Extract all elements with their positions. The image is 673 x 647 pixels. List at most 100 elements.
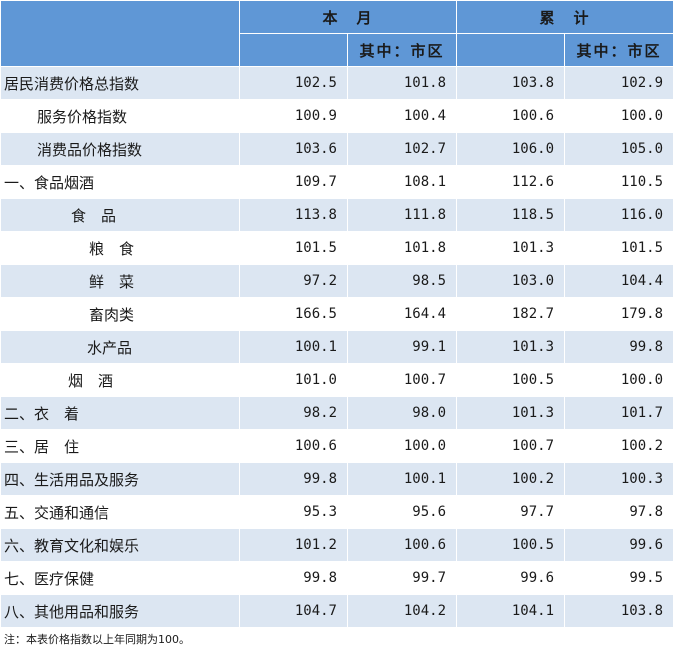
cell-cumulative-urban: 103.8 — [564, 594, 673, 628]
row-label: 一、食品烟酒 — [0, 165, 240, 199]
table-row: 七、医疗保健 99.8 99.7 99.6 99.5 — [0, 561, 673, 595]
cell-cumulative: 101.3 — [456, 231, 566, 265]
cell-month-urban: 102.7 — [346, 132, 458, 166]
row-label: 食 品 — [0, 198, 240, 232]
cell-month: 109.7 — [239, 165, 348, 199]
table-row: 八、其他用品和服务 104.7 104.2 104.1 103.8 — [0, 594, 673, 628]
header-cumulative-urban: 其中：市区 — [564, 33, 673, 67]
header-cumulative-blank — [456, 33, 566, 67]
cell-cumulative: 101.3 — [456, 330, 566, 364]
cell-cumulative: 100.7 — [456, 429, 566, 463]
cell-month-urban: 99.1 — [346, 330, 458, 364]
header-cumulative: 累 计 — [456, 0, 673, 34]
table-row: 服务价格指数 100.9 100.4 100.6 100.0 — [0, 99, 673, 133]
cell-cumulative-urban: 100.2 — [564, 429, 673, 463]
cell-cumulative-urban: 101.5 — [564, 231, 673, 265]
table-row: 畜肉类 166.5 164.4 182.7 179.8 — [0, 297, 673, 331]
cell-cumulative: 101.3 — [456, 396, 566, 430]
cell-month-urban: 101.8 — [346, 231, 458, 265]
cell-month: 97.2 — [239, 264, 348, 298]
cell-month: 99.8 — [239, 561, 348, 595]
cell-cumulative: 97.7 — [456, 495, 566, 529]
cell-month-urban: 100.7 — [346, 363, 458, 397]
cell-cumulative-urban: 179.8 — [564, 297, 673, 331]
cell-cumulative: 100.5 — [456, 363, 566, 397]
cell-month-urban: 95.6 — [346, 495, 458, 529]
row-label: 服务价格指数 — [0, 99, 240, 133]
table-row: 四、生活用品及服务 99.8 100.1 100.2 100.3 — [0, 462, 673, 496]
cell-cumulative-urban: 97.8 — [564, 495, 673, 529]
header-month-urban: 其中：市区 — [346, 33, 458, 67]
cell-cumulative-urban: 100.0 — [564, 99, 673, 133]
row-label: 三、居 住 — [0, 429, 240, 463]
header-month: 本 月 — [238, 0, 458, 34]
cell-cumulative: 100.6 — [456, 99, 566, 133]
cell-cumulative: 106.0 — [456, 132, 566, 166]
cell-month-urban: 100.6 — [346, 528, 458, 562]
cell-month: 100.1 — [239, 330, 348, 364]
row-label: 鲜 菜 — [0, 264, 240, 298]
table-row: 粮 食 101.5 101.8 101.3 101.5 — [0, 231, 673, 265]
cell-cumulative: 104.1 — [456, 594, 566, 628]
row-label: 六、教育文化和娱乐 — [0, 528, 240, 562]
cell-cumulative: 99.6 — [456, 561, 566, 595]
cell-month: 101.2 — [239, 528, 348, 562]
row-label: 烟 酒 — [0, 363, 240, 397]
row-label: 消费品价格指数 — [0, 132, 240, 166]
cell-month: 99.8 — [239, 462, 348, 496]
table-row: 居民消费价格总指数 102.5 101.8 103.8 102.9 — [0, 66, 673, 100]
cell-month-urban: 99.7 — [346, 561, 458, 595]
table-row: 食 品 113.8 111.8 118.5 116.0 — [0, 198, 673, 232]
cell-cumulative: 103.0 — [456, 264, 566, 298]
cell-month: 101.0 — [239, 363, 348, 397]
cell-month: 103.6 — [239, 132, 348, 166]
cell-month-urban: 101.8 — [346, 66, 458, 100]
cell-month: 95.3 — [239, 495, 348, 529]
row-label: 二、衣 着 — [0, 396, 240, 430]
cell-month: 102.5 — [239, 66, 348, 100]
cell-cumulative-urban: 105.0 — [564, 132, 673, 166]
row-label: 五、交通和通信 — [0, 495, 240, 529]
cell-month-urban: 98.5 — [346, 264, 458, 298]
table-row: 鲜 菜 97.2 98.5 103.0 104.4 — [0, 264, 673, 298]
cell-month-urban: 108.1 — [346, 165, 458, 199]
cpi-table: 本 月 累 计 其中：市区 其中：市区 居民消费价格总指数 102.5 101.… — [0, 0, 673, 628]
cell-cumulative-urban: 99.8 — [564, 330, 673, 364]
table-row: 烟 酒 101.0 100.7 100.5 100.0 — [0, 363, 673, 397]
cell-cumulative: 118.5 — [456, 198, 566, 232]
table-header: 本 月 累 计 其中：市区 其中：市区 — [0, 0, 673, 67]
cell-cumulative: 100.5 — [456, 528, 566, 562]
header-month-blank — [239, 33, 348, 67]
cell-month: 98.2 — [239, 396, 348, 430]
table-row: 消费品价格指数 103.6 102.7 106.0 105.0 — [0, 132, 673, 166]
cell-cumulative-urban: 104.4 — [564, 264, 673, 298]
cell-month: 100.6 — [239, 429, 348, 463]
table-row: 三、居 住 100.6 100.0 100.7 100.2 — [0, 429, 673, 463]
cell-cumulative-urban: 100.0 — [564, 363, 673, 397]
cell-cumulative: 103.8 — [456, 66, 566, 100]
cell-month-urban: 164.4 — [346, 297, 458, 331]
cell-cumulative: 182.7 — [456, 297, 566, 331]
row-label: 水产品 — [0, 330, 240, 364]
cell-month-urban: 100.4 — [346, 99, 458, 133]
row-label: 居民消费价格总指数 — [0, 66, 240, 100]
cell-cumulative-urban: 102.9 — [564, 66, 673, 100]
header-corner-cell — [0, 0, 240, 67]
cell-month-urban: 98.0 — [346, 396, 458, 430]
cell-month: 166.5 — [239, 297, 348, 331]
row-label: 四、生活用品及服务 — [0, 462, 240, 496]
table-row: 六、教育文化和娱乐 101.2 100.6 100.5 99.6 — [0, 528, 673, 562]
cell-cumulative-urban: 100.3 — [564, 462, 673, 496]
cell-month-urban: 104.2 — [346, 594, 458, 628]
cell-month: 113.8 — [239, 198, 348, 232]
table-row: 五、交通和通信 95.3 95.6 97.7 97.8 — [0, 495, 673, 529]
cell-cumulative-urban: 99.5 — [564, 561, 673, 595]
table-body: 居民消费价格总指数 102.5 101.8 103.8 102.9 服务价格指数… — [0, 66, 673, 628]
cell-month-urban: 111.8 — [346, 198, 458, 232]
cell-cumulative-urban: 116.0 — [564, 198, 673, 232]
row-label: 粮 食 — [0, 231, 240, 265]
table-row: 一、食品烟酒 109.7 108.1 112.6 110.5 — [0, 165, 673, 199]
cell-cumulative: 112.6 — [456, 165, 566, 199]
row-label: 七、医疗保健 — [0, 561, 240, 595]
cell-cumulative-urban: 99.6 — [564, 528, 673, 562]
